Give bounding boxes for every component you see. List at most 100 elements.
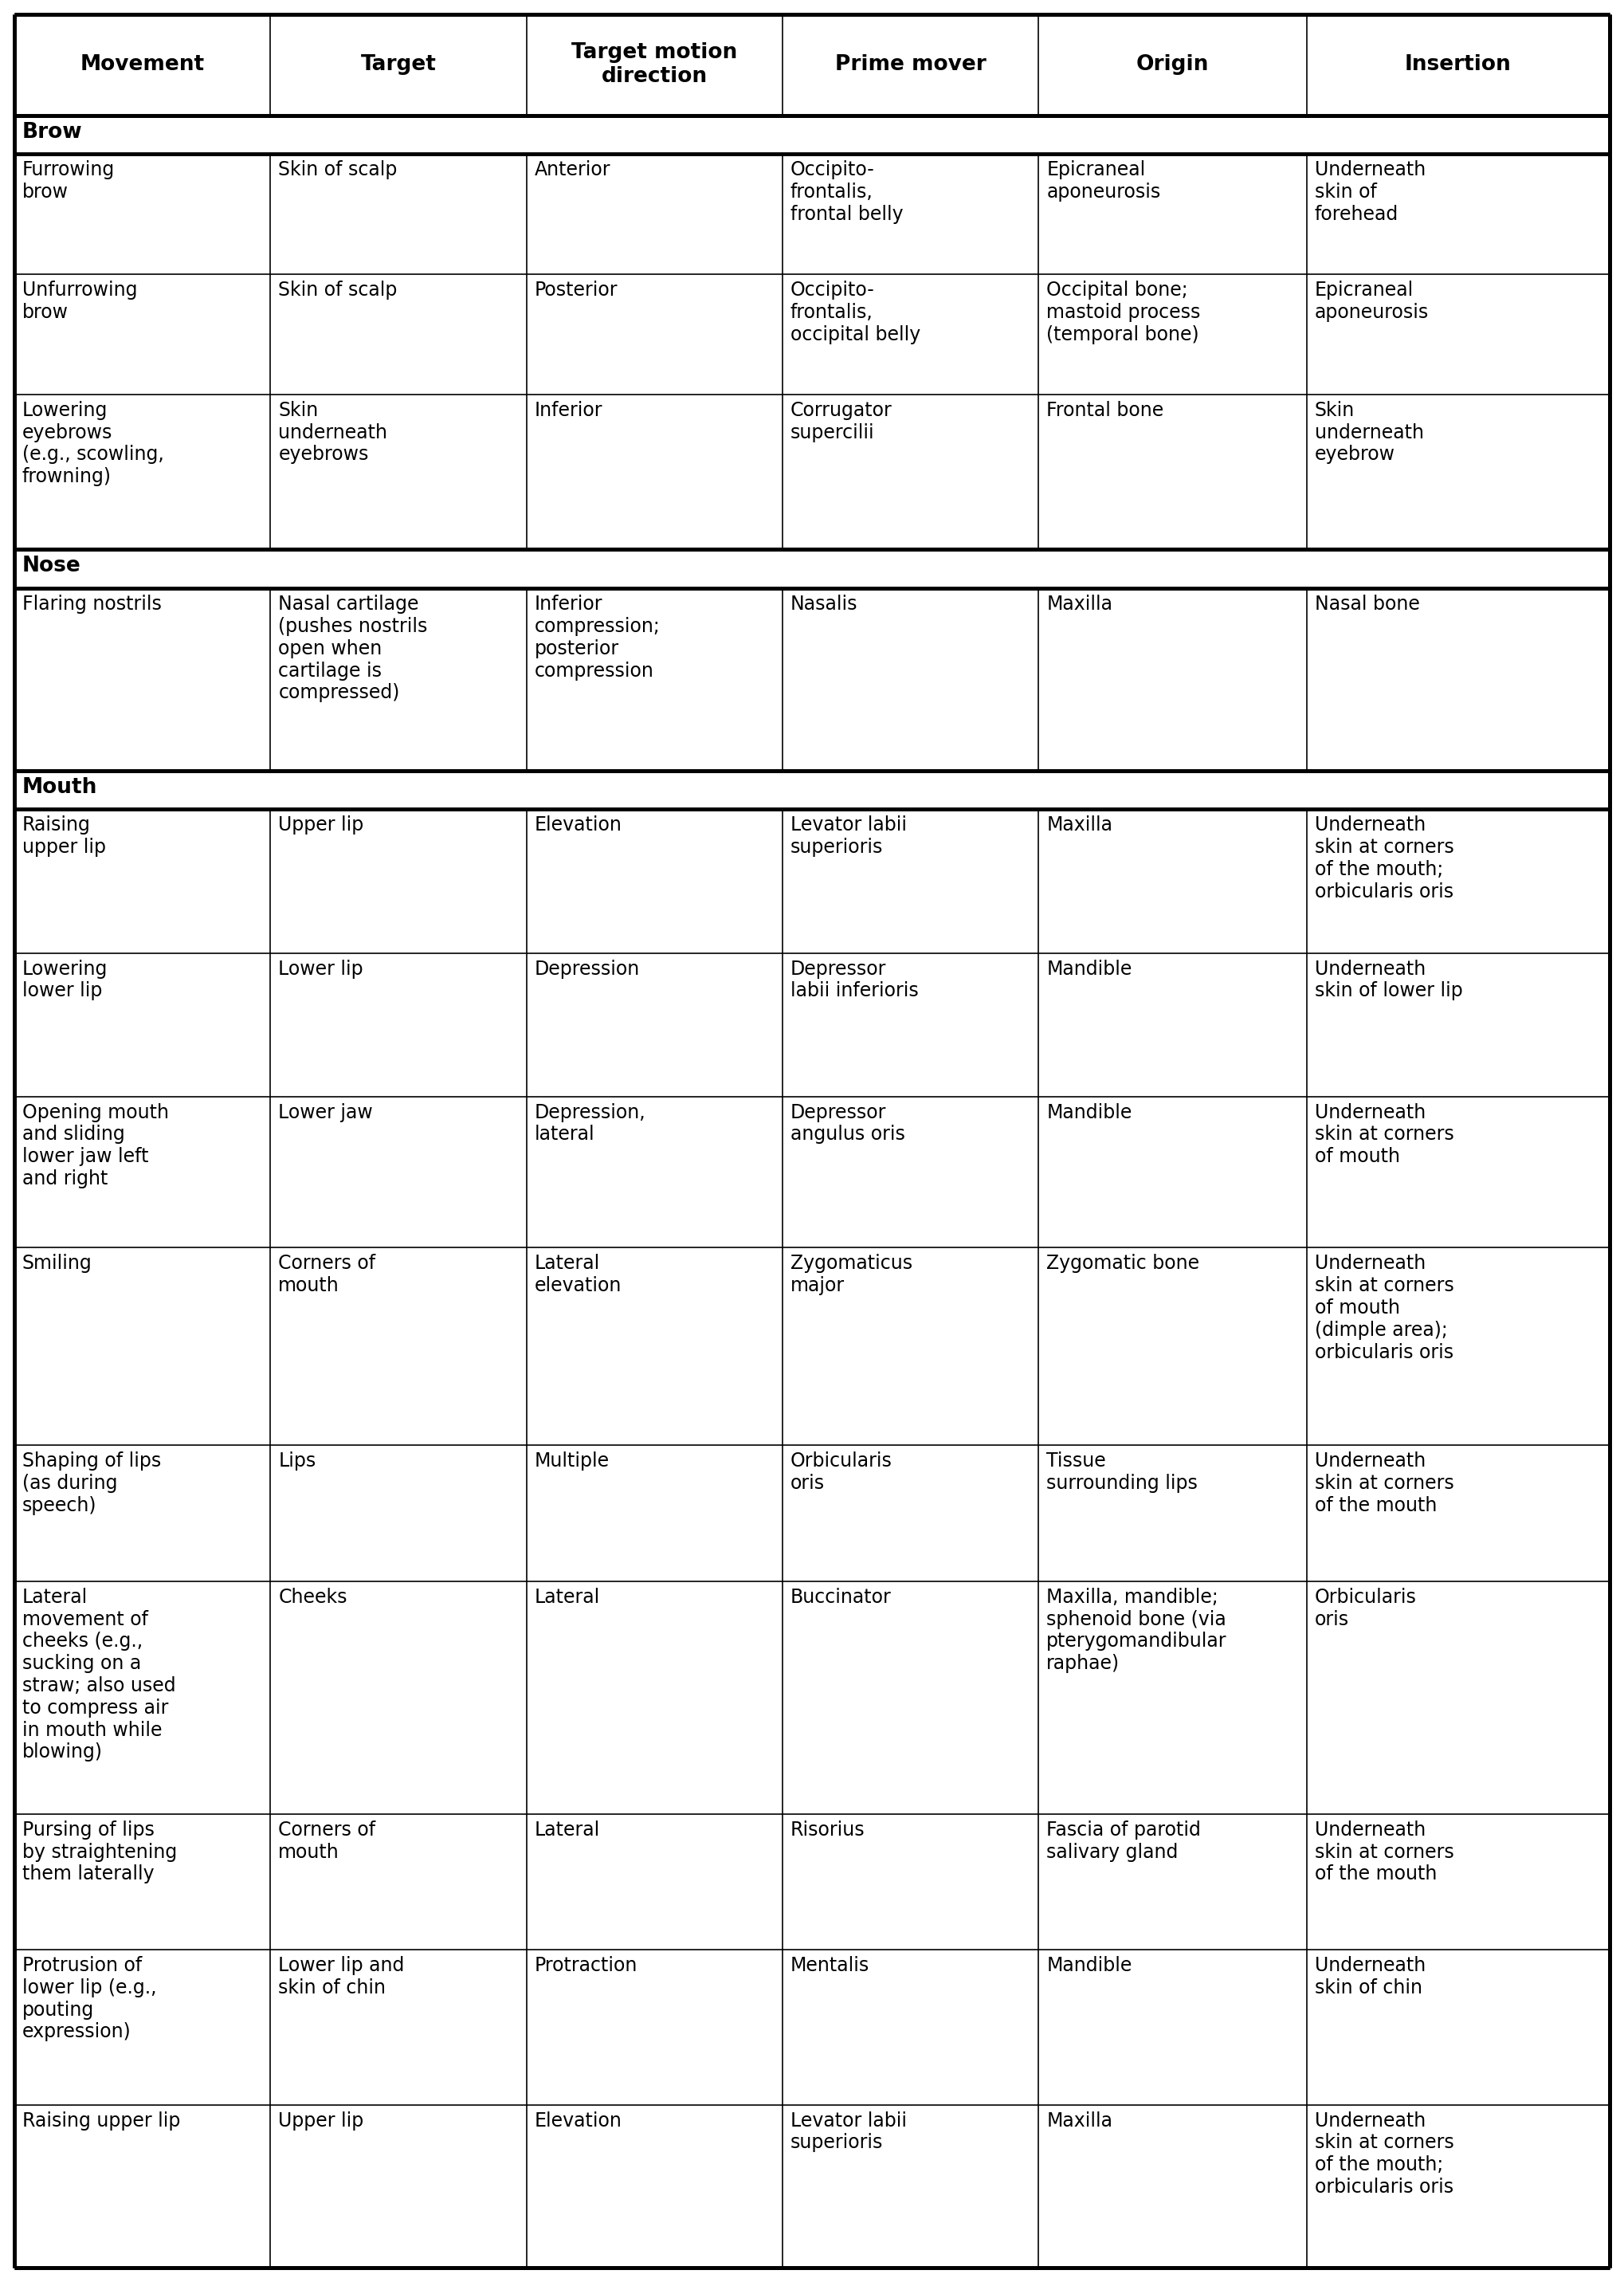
Text: Inferior
compression;
posterior
compression: Inferior compression; posterior compress… (534, 596, 659, 680)
Text: Origin: Origin (1137, 55, 1208, 75)
Text: Lateral: Lateral (534, 1588, 599, 1607)
Text: Skin of scalp: Skin of scalp (278, 160, 398, 180)
Text: Lateral
movement of
cheeks (e.g.,
sucking on a
straw; also used
to compress air
: Lateral movement of cheeks (e.g., suckin… (23, 1588, 175, 1762)
Text: Buccinator: Buccinator (791, 1588, 892, 1607)
Text: Occipito-
frontalis,
frontal belly: Occipito- frontalis, frontal belly (791, 160, 903, 224)
Text: Skin
underneath
eyebrow: Skin underneath eyebrow (1314, 402, 1424, 463)
Text: Lower lip: Lower lip (278, 958, 364, 979)
Bar (15, 14, 1609, 114)
Text: Tissue
surrounding lips: Tissue surrounding lips (1046, 1451, 1199, 1492)
Text: Protrusion of
lower lip (e.g.,
pouting
expression): Protrusion of lower lip (e.g., pouting e… (23, 1956, 156, 2042)
Text: Insertion: Insertion (1405, 55, 1512, 75)
Text: Underneath
skin at corners
of mouth: Underneath skin at corners of mouth (1314, 1102, 1453, 1166)
Text: Underneath
skin at corners
of the mouth: Underneath skin at corners of the mouth (1314, 1451, 1453, 1515)
Text: Mandible: Mandible (1046, 958, 1132, 979)
Text: Raising
upper lip: Raising upper lip (23, 815, 106, 858)
Text: Orbicularis
oris: Orbicularis oris (1314, 1588, 1416, 1629)
Text: Raising upper lip: Raising upper lip (23, 2111, 180, 2131)
Text: Mandible: Mandible (1046, 1956, 1132, 1976)
Text: Corrugator
supercilii: Corrugator supercilii (791, 402, 892, 443)
Bar (15, 771, 1609, 810)
Text: Upper lip: Upper lip (278, 2111, 364, 2131)
Text: Maxilla: Maxilla (1046, 596, 1112, 614)
Bar (15, 1445, 1609, 1581)
Bar (15, 2104, 1609, 2268)
Text: Elevation: Elevation (534, 815, 622, 835)
Text: Target: Target (361, 55, 437, 75)
Text: Upper lip: Upper lip (278, 815, 364, 835)
Bar (15, 1095, 1609, 1248)
Bar (15, 550, 1609, 589)
Bar (15, 395, 1609, 550)
Text: Nasal bone: Nasal bone (1314, 596, 1419, 614)
Text: Prime mover: Prime mover (835, 55, 986, 75)
Text: Nasal cartilage
(pushes nostrils
open when
cartilage is
compressed): Nasal cartilage (pushes nostrils open wh… (278, 596, 427, 703)
Text: Nose: Nose (23, 557, 81, 577)
Text: Maxilla, mandible;
sphenoid bone (via
pterygomandibular
raphae): Maxilla, mandible; sphenoid bone (via pt… (1046, 1588, 1228, 1673)
Text: Brow: Brow (23, 121, 83, 141)
Text: Opening mouth
and sliding
lower jaw left
and right: Opening mouth and sliding lower jaw left… (23, 1102, 169, 1189)
Text: Underneath
skin of chin: Underneath skin of chin (1314, 1956, 1426, 1997)
Text: Underneath
skin at corners
of the mouth: Underneath skin at corners of the mouth (1314, 1821, 1453, 1883)
Bar (15, 153, 1609, 274)
Text: Lips: Lips (278, 1451, 317, 1472)
Text: Depression: Depression (534, 958, 640, 979)
Text: Corners of
mouth: Corners of mouth (278, 1255, 375, 1296)
Text: Occipito-
frontalis,
occipital belly: Occipito- frontalis, occipital belly (791, 281, 921, 345)
Bar (15, 810, 1609, 954)
Text: Lowering
eyebrows
(e.g., scowling,
frowning): Lowering eyebrows (e.g., scowling, frown… (23, 402, 164, 486)
Text: Levator labii
superioris: Levator labii superioris (791, 2111, 906, 2152)
Text: Anterior: Anterior (534, 160, 611, 180)
Text: Maxilla: Maxilla (1046, 2111, 1112, 2131)
Text: Frontal bone: Frontal bone (1046, 402, 1164, 420)
Text: Furrowing
brow: Furrowing brow (23, 160, 115, 201)
Text: Movement: Movement (80, 55, 205, 75)
Text: Pursing of lips
by straightening
them laterally: Pursing of lips by straightening them la… (23, 1821, 177, 1883)
Text: Lower jaw: Lower jaw (278, 1102, 374, 1123)
Text: Lateral
elevation: Lateral elevation (534, 1255, 622, 1296)
Text: Protraction: Protraction (534, 1956, 638, 1976)
Text: Fascia of parotid
salivary gland: Fascia of parotid salivary gland (1046, 1821, 1202, 1862)
Text: Underneath
skin at corners
of mouth
(dimple area);
orbicularis oris: Underneath skin at corners of mouth (dim… (1314, 1255, 1453, 1362)
Bar (15, 1581, 1609, 1814)
Text: Occipital bone;
mastoid process
(temporal bone): Occipital bone; mastoid process (tempora… (1046, 281, 1200, 345)
Bar (15, 954, 1609, 1095)
Text: Mandible: Mandible (1046, 1102, 1132, 1123)
Text: Mentalis: Mentalis (791, 1956, 869, 1976)
Text: Depression,
lateral: Depression, lateral (534, 1102, 646, 1143)
Bar (15, 114, 1609, 153)
Text: Skin
underneath
eyebrows: Skin underneath eyebrows (278, 402, 388, 463)
Bar (15, 589, 1609, 771)
Text: Inferior: Inferior (534, 402, 603, 420)
Text: Underneath
skin of
forehead: Underneath skin of forehead (1314, 160, 1426, 224)
Text: Smiling: Smiling (23, 1255, 93, 1273)
Bar (15, 274, 1609, 395)
Text: Underneath
skin at corners
of the mouth;
orbicularis oris: Underneath skin at corners of the mouth;… (1314, 815, 1453, 901)
Text: Cheeks: Cheeks (278, 1588, 348, 1607)
Text: Elevation: Elevation (534, 2111, 622, 2131)
Text: Levator labii
superioris: Levator labii superioris (791, 815, 906, 858)
Text: Mouth: Mouth (23, 776, 97, 799)
Text: Epicraneal
aponeurosis: Epicraneal aponeurosis (1046, 160, 1161, 201)
Text: Depressor
labii inferioris: Depressor labii inferioris (791, 958, 919, 1000)
Text: Zygomaticus
major: Zygomaticus major (791, 1255, 913, 1296)
Text: Epicraneal
aponeurosis: Epicraneal aponeurosis (1314, 281, 1429, 322)
Text: Lower lip and
skin of chin: Lower lip and skin of chin (278, 1956, 404, 1997)
Text: Zygomatic bone: Zygomatic bone (1046, 1255, 1200, 1273)
Text: Posterior: Posterior (534, 281, 617, 299)
Text: Orbicularis
oris: Orbicularis oris (791, 1451, 892, 1492)
Text: Shaping of lips
(as during
speech): Shaping of lips (as during speech) (23, 1451, 161, 1515)
Text: Nasalis: Nasalis (791, 596, 857, 614)
Text: Target motion
direction: Target motion direction (572, 43, 737, 87)
Text: Depressor
angulus oris: Depressor angulus oris (791, 1102, 905, 1143)
Text: Multiple: Multiple (534, 1451, 609, 1472)
Text: Maxilla: Maxilla (1046, 815, 1112, 835)
Text: Unfurrowing
brow: Unfurrowing brow (23, 281, 138, 322)
Text: Skin of scalp: Skin of scalp (278, 281, 398, 299)
Text: Corners of
mouth: Corners of mouth (278, 1821, 375, 1862)
Text: Risorius: Risorius (791, 1821, 866, 1839)
Text: Underneath
skin of lower lip: Underneath skin of lower lip (1314, 958, 1463, 1000)
Bar (15, 1814, 1609, 1949)
Text: Flaring nostrils: Flaring nostrils (23, 596, 162, 614)
Bar (15, 1248, 1609, 1445)
